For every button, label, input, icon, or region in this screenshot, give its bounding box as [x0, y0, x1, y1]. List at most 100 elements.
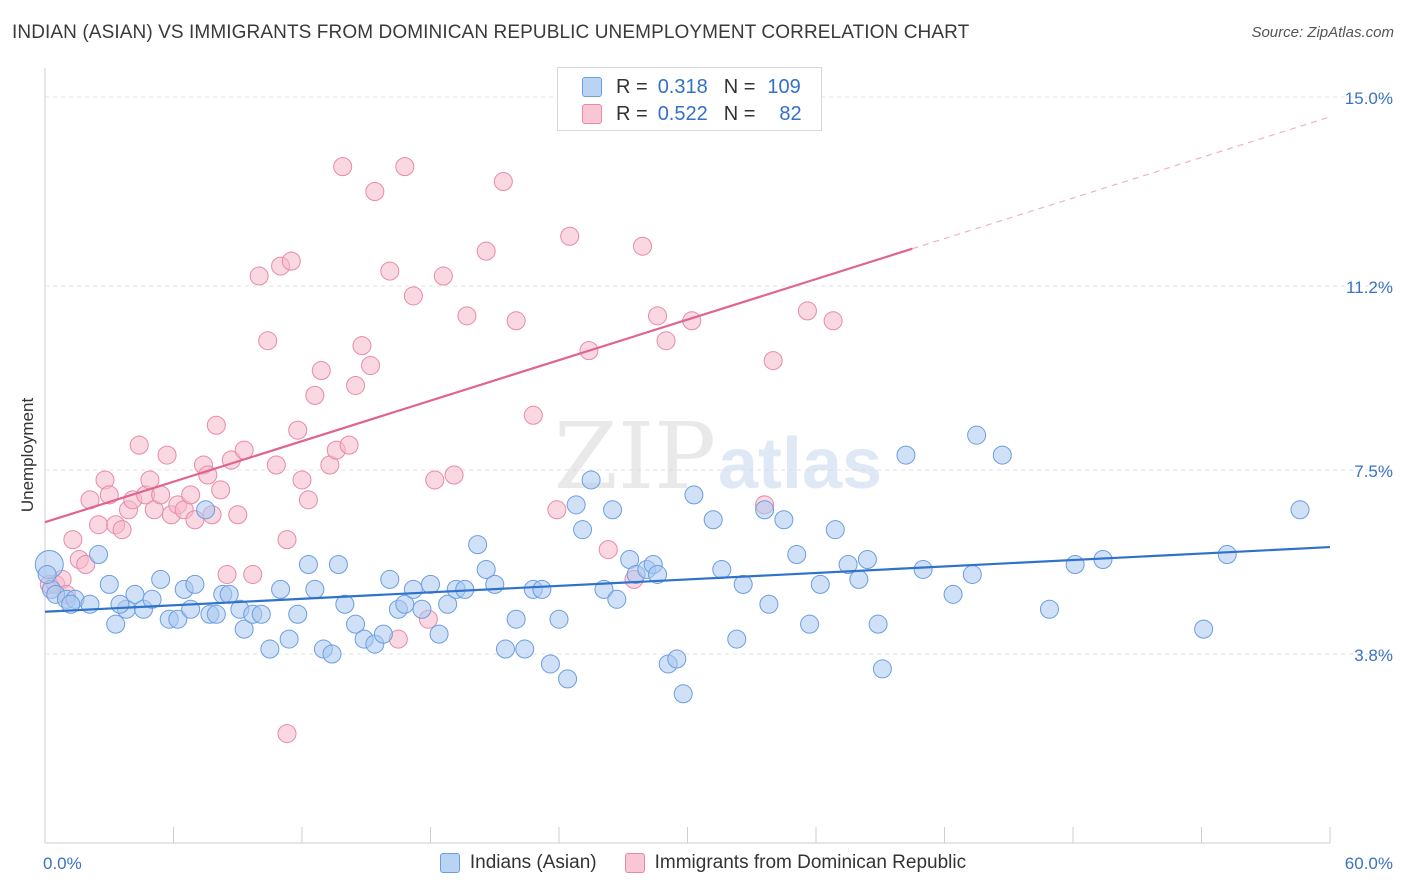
data-point-indians [468, 535, 488, 555]
data-point-dominican [380, 261, 400, 281]
data-point-indians [532, 579, 552, 599]
data-point-indians [506, 609, 526, 629]
data-point-dominican [228, 505, 248, 525]
data-point-indians [168, 609, 188, 629]
data-point-indians [515, 639, 535, 659]
data-point-dominican [656, 331, 676, 351]
data-point-indians [1194, 619, 1214, 639]
data-point-indians [549, 609, 569, 629]
data-point-dominican [425, 470, 445, 490]
series-indians-points [34, 425, 1310, 704]
data-point-dominican [361, 356, 381, 376]
data-point-dominican [506, 311, 526, 331]
data-point-dominican [763, 351, 783, 371]
data-point-indians [438, 594, 458, 614]
data-point-dominican [89, 515, 109, 535]
data-point-dominican [395, 157, 415, 177]
legend-row-indians: R = 0.318 N = 109 [582, 74, 801, 100]
data-point-indians [872, 659, 892, 679]
data-point-indians [495, 639, 515, 659]
y-tick-label: 11.2% [1346, 278, 1393, 297]
watermark-atlas: atlas [718, 424, 882, 504]
trend-line-indians [44, 545, 1331, 613]
series-legend: Indians (Asian) Immigrants from Dominica… [0, 852, 1406, 874]
trend-line-dominican [44, 247, 913, 524]
data-point-indians [328, 554, 348, 574]
data-point-indians [476, 559, 496, 579]
data-point-indians [849, 569, 869, 589]
data-point-indians [727, 629, 747, 649]
data-point-dominican [281, 251, 301, 271]
legend-label-dominican: Immigrants from Dominican Republic [654, 852, 967, 873]
data-point-indians [1039, 599, 1059, 619]
data-point-indians [260, 639, 280, 659]
data-point-indians [485, 574, 505, 594]
data-point-dominican [311, 361, 331, 381]
data-point-dominican [305, 385, 325, 405]
data-point-dominican [433, 266, 453, 286]
legend-n-value: 109 [767, 75, 801, 98]
data-point-indians [61, 594, 81, 614]
data-point-indians [279, 629, 299, 649]
data-point-dominican [249, 266, 269, 286]
data-point-indians [755, 500, 775, 520]
axes [44, 68, 1331, 844]
data-point-dominican [333, 157, 353, 177]
data-point-indians [943, 584, 963, 604]
data-point-dominican [523, 405, 543, 425]
data-point-dominican [243, 564, 263, 584]
data-point-indians [305, 579, 325, 599]
data-point-dominican [157, 445, 177, 465]
data-point-indians [206, 604, 226, 624]
legend-row-dominican: R = 0.522 N = 82 [582, 101, 802, 127]
data-point-indians [733, 574, 753, 594]
data-point-dominican [277, 530, 297, 550]
data-point-indians [346, 614, 366, 634]
data-point-indians [774, 510, 794, 530]
data-point-indians [234, 619, 254, 639]
data-point-dominican [217, 564, 237, 584]
data-point-indians [558, 669, 578, 689]
data-point-dominican [598, 540, 618, 560]
watermark: ZIP atlas [554, 403, 882, 510]
x-tick-label-min: 0.0% [43, 854, 82, 873]
data-point-indians [99, 574, 119, 594]
legend-r-label: R = [616, 102, 648, 125]
data-point-dominican [181, 485, 201, 505]
legend-n-value: 82 [779, 102, 802, 125]
y-tick-label: 3.8% [1354, 646, 1393, 665]
data-point-indians [106, 614, 126, 634]
legend-n-label: N = [723, 75, 756, 98]
data-point-dominican [129, 435, 149, 455]
data-point-indians [322, 644, 342, 664]
data-point-indians [251, 604, 271, 624]
data-point-dominican [403, 286, 423, 306]
data-point-dominican [288, 420, 308, 440]
legend-item-dominican: Immigrants from Dominican Republic [624, 852, 967, 874]
data-point-dominican [547, 500, 567, 520]
y-axis-label: Unemployment [18, 397, 37, 513]
data-point-dominican [266, 455, 286, 475]
source-label: Source: ZipAtlas.com [1251, 24, 1394, 41]
data-point-indians [181, 599, 201, 619]
data-point-indians [540, 654, 560, 674]
data-point-indians [271, 579, 291, 599]
legend-swatch-blue [582, 77, 602, 97]
data-point-indians [896, 445, 916, 465]
legend-swatch-pink [624, 853, 645, 873]
data-point-dominican [648, 306, 668, 326]
data-point-dominican [493, 172, 513, 192]
legend-r-value: 0.318 [657, 75, 708, 98]
data-point-indians [838, 554, 858, 574]
data-point-indians [335, 594, 355, 614]
data-point-indians [673, 684, 693, 704]
y-tick-label: 7.5% [1354, 462, 1393, 481]
legend-n-label: N = [723, 102, 756, 125]
legend-swatch-pink [582, 104, 602, 124]
data-point-dominican [633, 236, 653, 256]
legend-r-value: 0.522 [657, 102, 708, 125]
data-point-dominican [63, 530, 83, 550]
data-point-dominican [277, 724, 297, 744]
data-point-indians [703, 510, 723, 530]
